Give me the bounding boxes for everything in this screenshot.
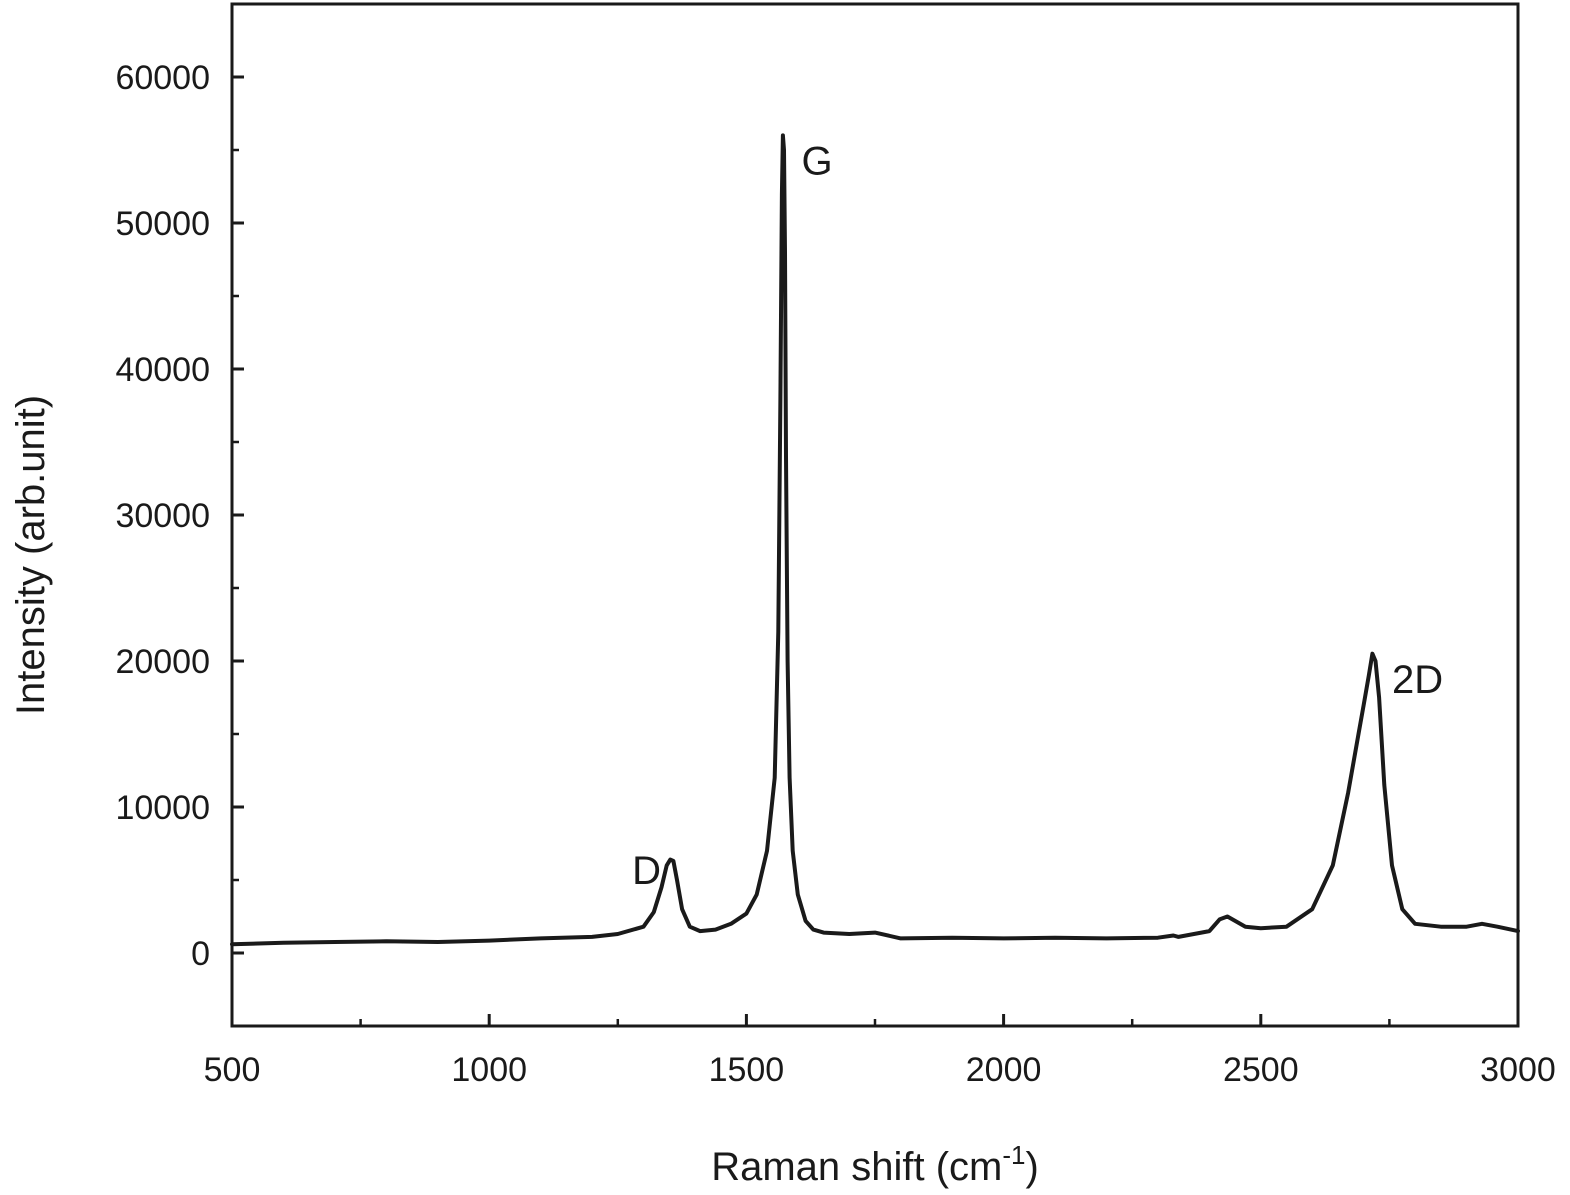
x-tick-label: 3000 bbox=[1480, 1051, 1556, 1089]
x-axis-title: Raman shift (cm-1) bbox=[711, 1140, 1039, 1189]
y-tick-label: 50000 bbox=[115, 205, 210, 243]
x-axis-title-close: ) bbox=[1025, 1145, 1038, 1189]
x-axis-title-main: Raman shift (cm bbox=[711, 1145, 1002, 1189]
x-axis-title-superscript: -1 bbox=[1002, 1140, 1025, 1170]
y-tick-label: 0 bbox=[191, 935, 210, 973]
x-tick-label: 1500 bbox=[709, 1051, 785, 1089]
axes: 500 1000 1500 2000 2500 300001000020000300004… bbox=[115, 2, 1556, 1089]
y-tick-label: 20000 bbox=[115, 643, 210, 681]
plot-frame bbox=[230, 2, 1520, 1028]
y-axis-title: Intensity (arb.unit) bbox=[9, 395, 53, 715]
x-tick-label: 2000 bbox=[966, 1051, 1042, 1089]
peak-label-2d: 2D bbox=[1392, 658, 1443, 702]
peak-label-g: G bbox=[802, 140, 833, 184]
x-tick-label: 2500 bbox=[1223, 1051, 1299, 1089]
y-tick-label: 40000 bbox=[115, 351, 210, 389]
spectrum-line bbox=[230, 133, 1520, 947]
x-tick-label: 1000 bbox=[451, 1051, 527, 1089]
y-tick-label: 10000 bbox=[115, 789, 210, 827]
x-tick-label: 500 bbox=[204, 1051, 261, 1089]
y-tick-label: 30000 bbox=[115, 497, 210, 535]
peak-label-d: D bbox=[632, 849, 661, 893]
plot-marks: D G 2D bbox=[230, 133, 1520, 947]
y-tick-label: 60000 bbox=[115, 59, 210, 97]
